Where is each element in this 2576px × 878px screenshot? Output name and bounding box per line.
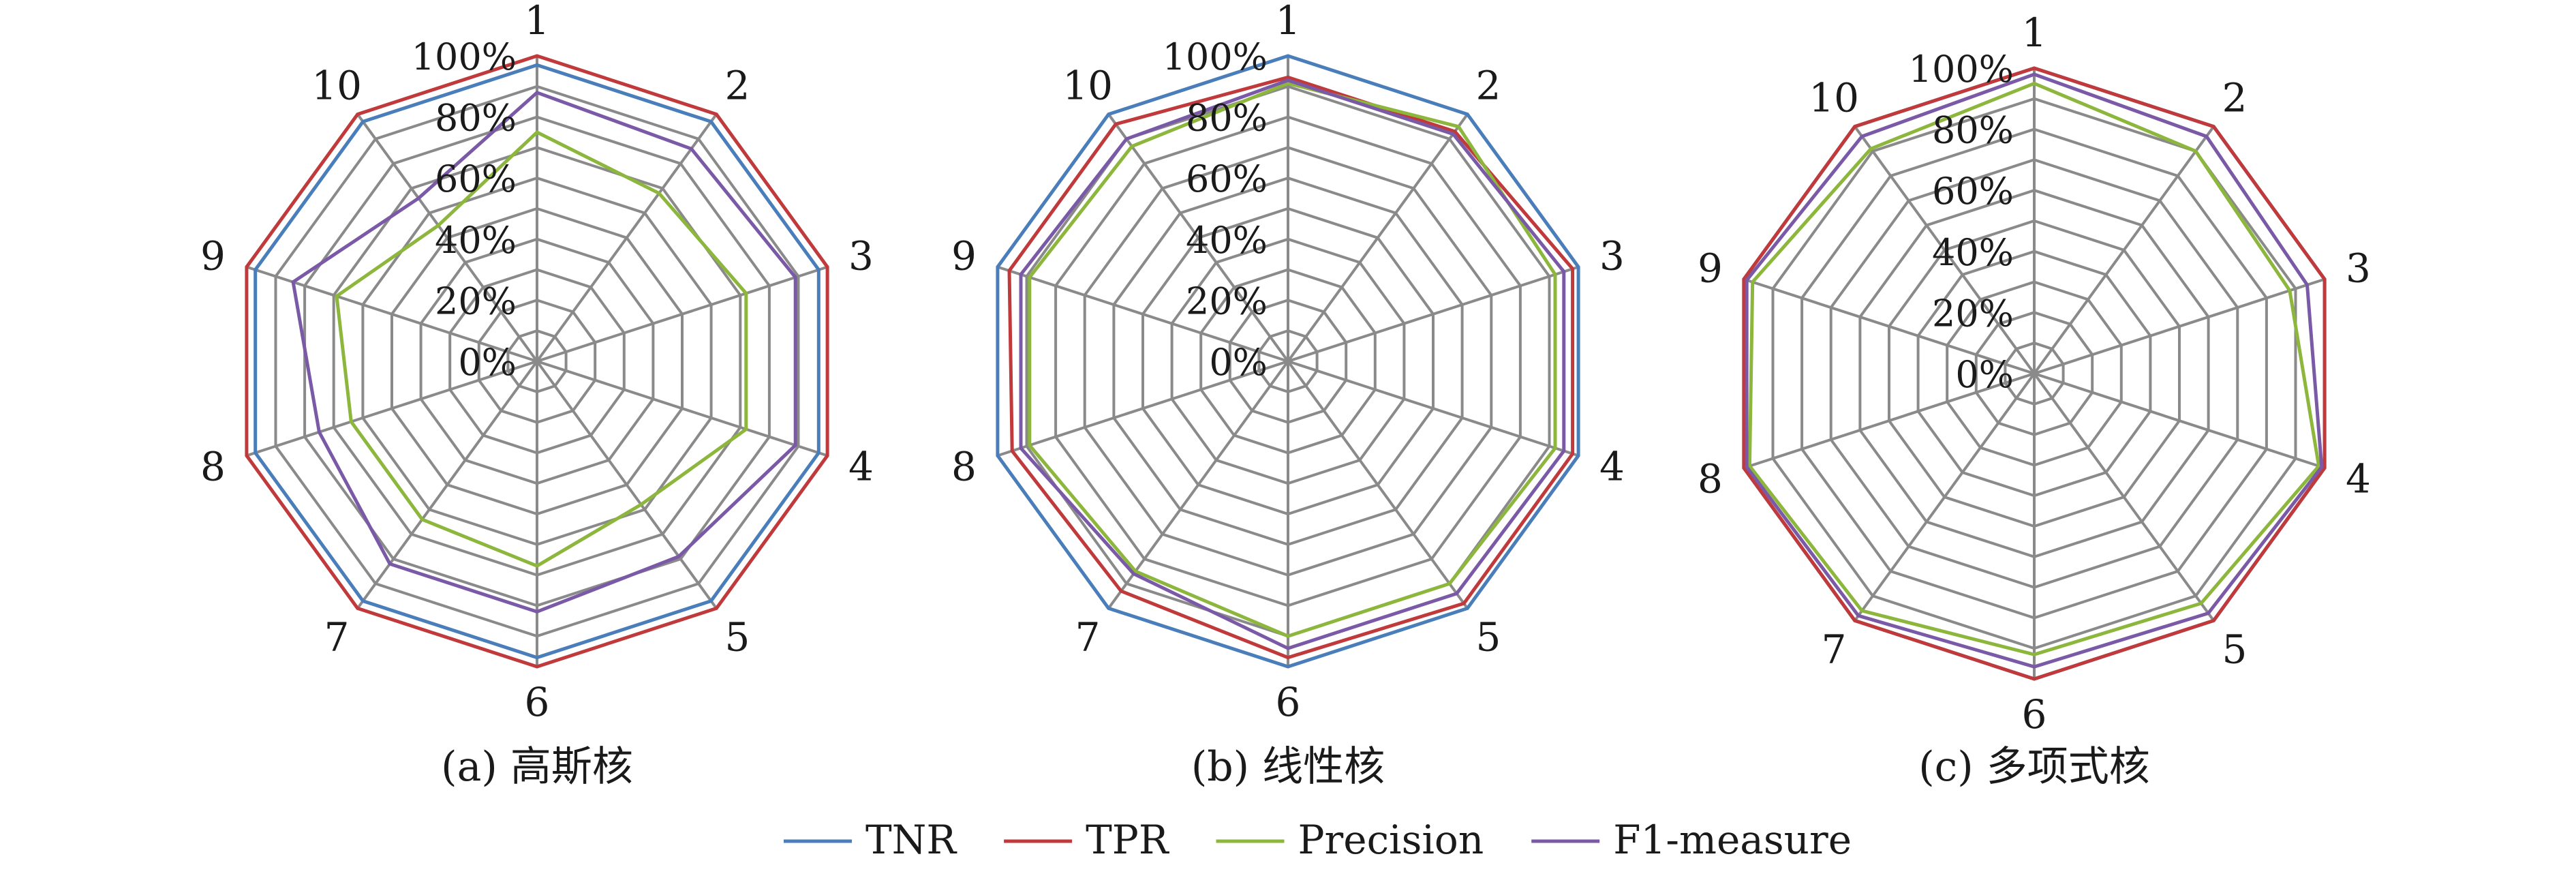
- axis-label: 3: [2346, 245, 2371, 292]
- axis-label: 8: [1698, 456, 1723, 502]
- axis-label: 5: [2222, 626, 2247, 673]
- radial-tick-label: 20%: [1932, 292, 2014, 335]
- grid-spoke: [1107, 360, 1289, 609]
- legend-label: F1-measure: [1613, 817, 1852, 863]
- axis-label: 9: [1698, 245, 1723, 292]
- radial-tick-label: 40%: [435, 219, 517, 262]
- series-tnr-line: [254, 63, 821, 660]
- grid-spoke: [2034, 277, 2325, 375]
- series-f1-measure-line: [291, 90, 797, 614]
- grid-spoke: [1107, 113, 1289, 363]
- radial-tick-label: 60%: [435, 157, 517, 200]
- grid-spoke: [1743, 277, 2035, 375]
- chart-caption: (b) 线性核: [1191, 743, 1385, 791]
- radial-tick-label: 80%: [435, 97, 517, 140]
- radial-tick-label: 0%: [458, 341, 517, 384]
- radial-tick-label: 60%: [1186, 157, 1268, 200]
- series-f1-measure-line: [1019, 78, 1566, 650]
- grid-spoke: [1287, 113, 1469, 363]
- chart-caption: (a) 高斯核: [441, 743, 633, 791]
- legend-item: TNR: [784, 817, 957, 863]
- series-precision-line: [335, 130, 748, 568]
- axis-label: 10: [1809, 75, 1859, 121]
- radial-tick-label: 0%: [1955, 353, 2014, 396]
- series-precision-line: [1747, 81, 2321, 656]
- axis-label: 10: [1062, 63, 1113, 109]
- series-tnr-line: [996, 54, 1580, 669]
- axis-label: 9: [951, 233, 977, 279]
- axis-label: 2: [724, 63, 750, 109]
- grid-spoke: [356, 113, 538, 363]
- radar-chart-2: 0% 20% 40% 60% 80% 100%1 2 3 4 5 6 7 8 9 10 (b) 线性核: [951, 0, 1625, 791]
- grid-spoke: [536, 265, 828, 363]
- axis-label: 4: [848, 444, 874, 490]
- legend-item: Precision: [1216, 817, 1484, 863]
- axis-label: 1: [525, 0, 550, 44]
- grid-spoke: [536, 360, 718, 609]
- grid-spoke: [2034, 372, 2325, 470]
- axis-label: 6: [2022, 691, 2047, 738]
- radar-chart-1: 0% 20% 40% 60% 80% 100%1 2 3 4 5 6 7 8 9 10 (a) 高斯核: [200, 0, 874, 791]
- radial-tick-label: 80%: [1186, 97, 1268, 140]
- axis-label: 8: [951, 444, 977, 490]
- axis-label: 6: [525, 679, 550, 725]
- axis-label: 4: [2346, 456, 2371, 502]
- radar-chart-3: 0% 20% 40% 60% 80% 100%1 2 3 4 5 6 7 8 9 10 (c) 多项式核: [1698, 10, 2371, 791]
- grid-spoke: [997, 265, 1289, 363]
- series-tpr-line: [245, 54, 829, 669]
- axis-label: 7: [1822, 626, 1847, 673]
- radial-tick-label: 60%: [1932, 170, 2014, 213]
- axis-label: 6: [1276, 679, 1301, 725]
- grid-spoke: [1854, 125, 2036, 375]
- grid-spoke: [1854, 372, 2036, 622]
- series-tpr-line: [1007, 75, 1575, 660]
- radial-tick-label: 20%: [435, 279, 517, 322]
- axis-label: 3: [1599, 233, 1625, 279]
- axis-label: 2: [2222, 75, 2247, 121]
- radial-tick-label: 100%: [1163, 35, 1268, 78]
- grid-spoke: [1287, 360, 1469, 609]
- radial-tick-label: 40%: [1932, 231, 2014, 274]
- axis-label: 4: [1599, 444, 1625, 490]
- radial-tick-label: 40%: [1186, 219, 1268, 262]
- grid-spoke: [1287, 360, 1579, 457]
- axis-label: 7: [324, 614, 350, 661]
- grid-spoke: [1287, 265, 1579, 363]
- radial-tick-label: 100%: [1909, 48, 2014, 91]
- grid-spoke: [356, 360, 538, 609]
- grid-spoke: [246, 360, 538, 457]
- radial-tick-label: 0%: [1209, 341, 1268, 384]
- legend-label: TPR: [1086, 817, 1170, 863]
- axis-label: 5: [1475, 614, 1501, 661]
- legend-label: TNR: [865, 817, 957, 863]
- series-tpr-line: [1742, 66, 2327, 681]
- grid-spoke: [2033, 125, 2215, 375]
- axis-label: 1: [1276, 0, 1301, 44]
- axis-label: 5: [724, 614, 750, 661]
- grid-spoke: [1743, 372, 2035, 470]
- axis-label: 2: [1475, 63, 1501, 109]
- axis-label: 1: [2022, 10, 2047, 56]
- grid-spoke: [997, 360, 1289, 457]
- axis-label: 10: [311, 63, 362, 109]
- series-precision-line: [1028, 81, 1557, 638]
- axis-label: 9: [200, 233, 226, 279]
- series-f1-measure-line: [1745, 72, 2324, 669]
- axis-label: 3: [848, 233, 874, 279]
- legend: TNR TPR Precision F1-measure: [784, 817, 1852, 863]
- radial-tick-label: 80%: [1932, 109, 2014, 152]
- grid-spoke: [2033, 372, 2215, 622]
- chart-caption: (c) 多项式核: [1918, 743, 2150, 791]
- axis-label: 8: [200, 444, 226, 490]
- legend-item: F1-measure: [1531, 817, 1852, 863]
- radial-tick-label: 20%: [1186, 279, 1268, 322]
- legend-label: Precision: [1298, 817, 1484, 863]
- legend-item: TPR: [1004, 817, 1170, 863]
- radial-tick-label: 100%: [412, 35, 517, 78]
- axis-label: 7: [1075, 614, 1101, 661]
- grid-spoke: [536, 113, 718, 363]
- grid-spoke: [536, 360, 828, 457]
